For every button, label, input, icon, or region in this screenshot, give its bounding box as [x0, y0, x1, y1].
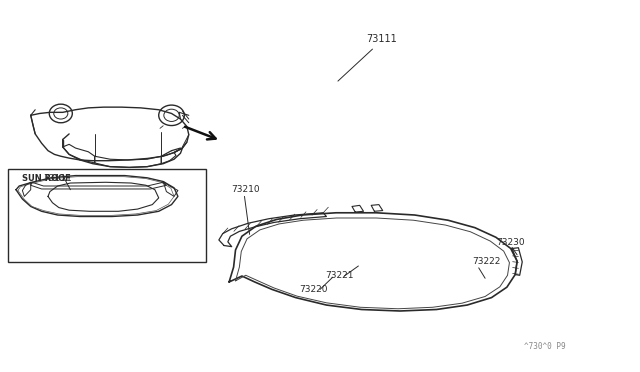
Text: 73210: 73210: [232, 185, 260, 194]
Text: SUN ROOF: SUN ROOF: [22, 174, 71, 183]
Text: 73222: 73222: [472, 257, 500, 266]
Text: 73221: 73221: [325, 271, 354, 280]
Text: ^730^0 P9: ^730^0 P9: [524, 342, 565, 351]
Text: 73111: 73111: [366, 34, 397, 44]
Text: 73111: 73111: [44, 174, 72, 183]
Bar: [8, 169, 206, 262]
Text: 73230: 73230: [496, 238, 525, 247]
Text: 73220: 73220: [300, 285, 328, 294]
